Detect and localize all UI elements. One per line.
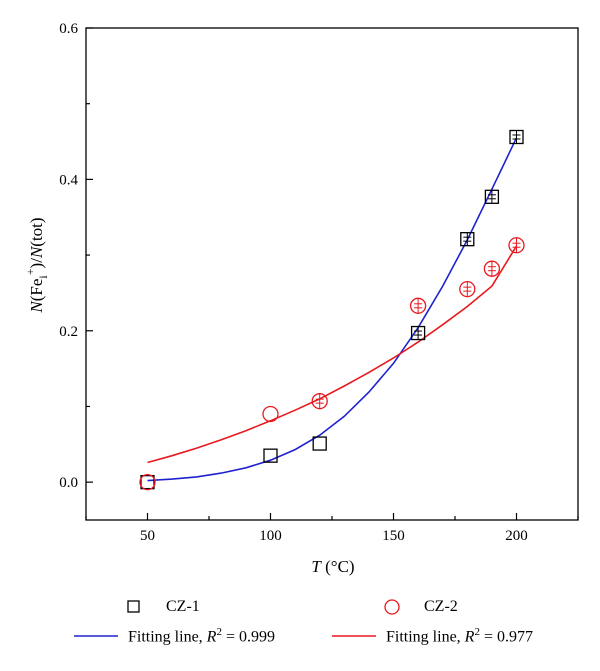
legend-label-fit2: Fitting line, R2 = 0.977 — [386, 625, 533, 646]
legend-square-marker — [112, 596, 156, 618]
x-tick-label: 150 — [382, 528, 405, 544]
legend-blue-line — [74, 625, 118, 647]
y-tick-label: 0.2 — [59, 324, 78, 340]
fit-lines — [147, 137, 518, 482]
cz1-point — [140, 475, 155, 490]
legend-red-line — [332, 625, 376, 647]
cz1-point — [263, 448, 278, 463]
tick-labels: 50 100 150 200 0.0 0.2 0.4 0.6 — [59, 21, 528, 544]
legend-label-cz2: CZ-2 — [424, 598, 458, 615]
cz2-point — [139, 474, 156, 491]
data-markers — [139, 129, 525, 491]
x-tick-label: 50 — [140, 528, 155, 544]
legend-circle-marker — [370, 596, 414, 618]
plot-frame — [85, 27, 579, 521]
legend-item-fit1: Fitting line, R2 = 0.999 — [74, 625, 275, 647]
chart: 50 100 150 200 0.0 0.2 0.4 0.6 T (°C) N(Fei+)/N… — [23, 21, 579, 576]
legend-item-cz2: CZ-2 — [370, 596, 458, 618]
fit-line-1 — [147, 137, 518, 482]
x-tick-label: 100 — [259, 528, 282, 544]
fit-line-2 — [147, 245, 518, 464]
y-tick-label: 0.6 — [59, 21, 78, 37]
legend-item-cz1: CZ-1 — [112, 596, 200, 618]
cz2-point — [262, 405, 279, 423]
legend-item-fit2: Fitting line, R2 = 0.977 — [332, 625, 533, 647]
y-axis-label: N(Fei+)/N(tot) — [23, 217, 50, 313]
legend-label-fit1: Fitting line, R2 = 0.999 — [128, 625, 275, 646]
y-tick-label: 0.4 — [59, 172, 78, 188]
legend-label-cz1: CZ-1 — [166, 598, 200, 615]
cz1-point — [312, 436, 327, 451]
axis-ticks — [85, 27, 579, 520]
x-axis-label: T (°C) — [311, 557, 354, 576]
x-tick-label: 200 — [505, 528, 528, 544]
y-tick-label: 0.0 — [59, 475, 78, 491]
